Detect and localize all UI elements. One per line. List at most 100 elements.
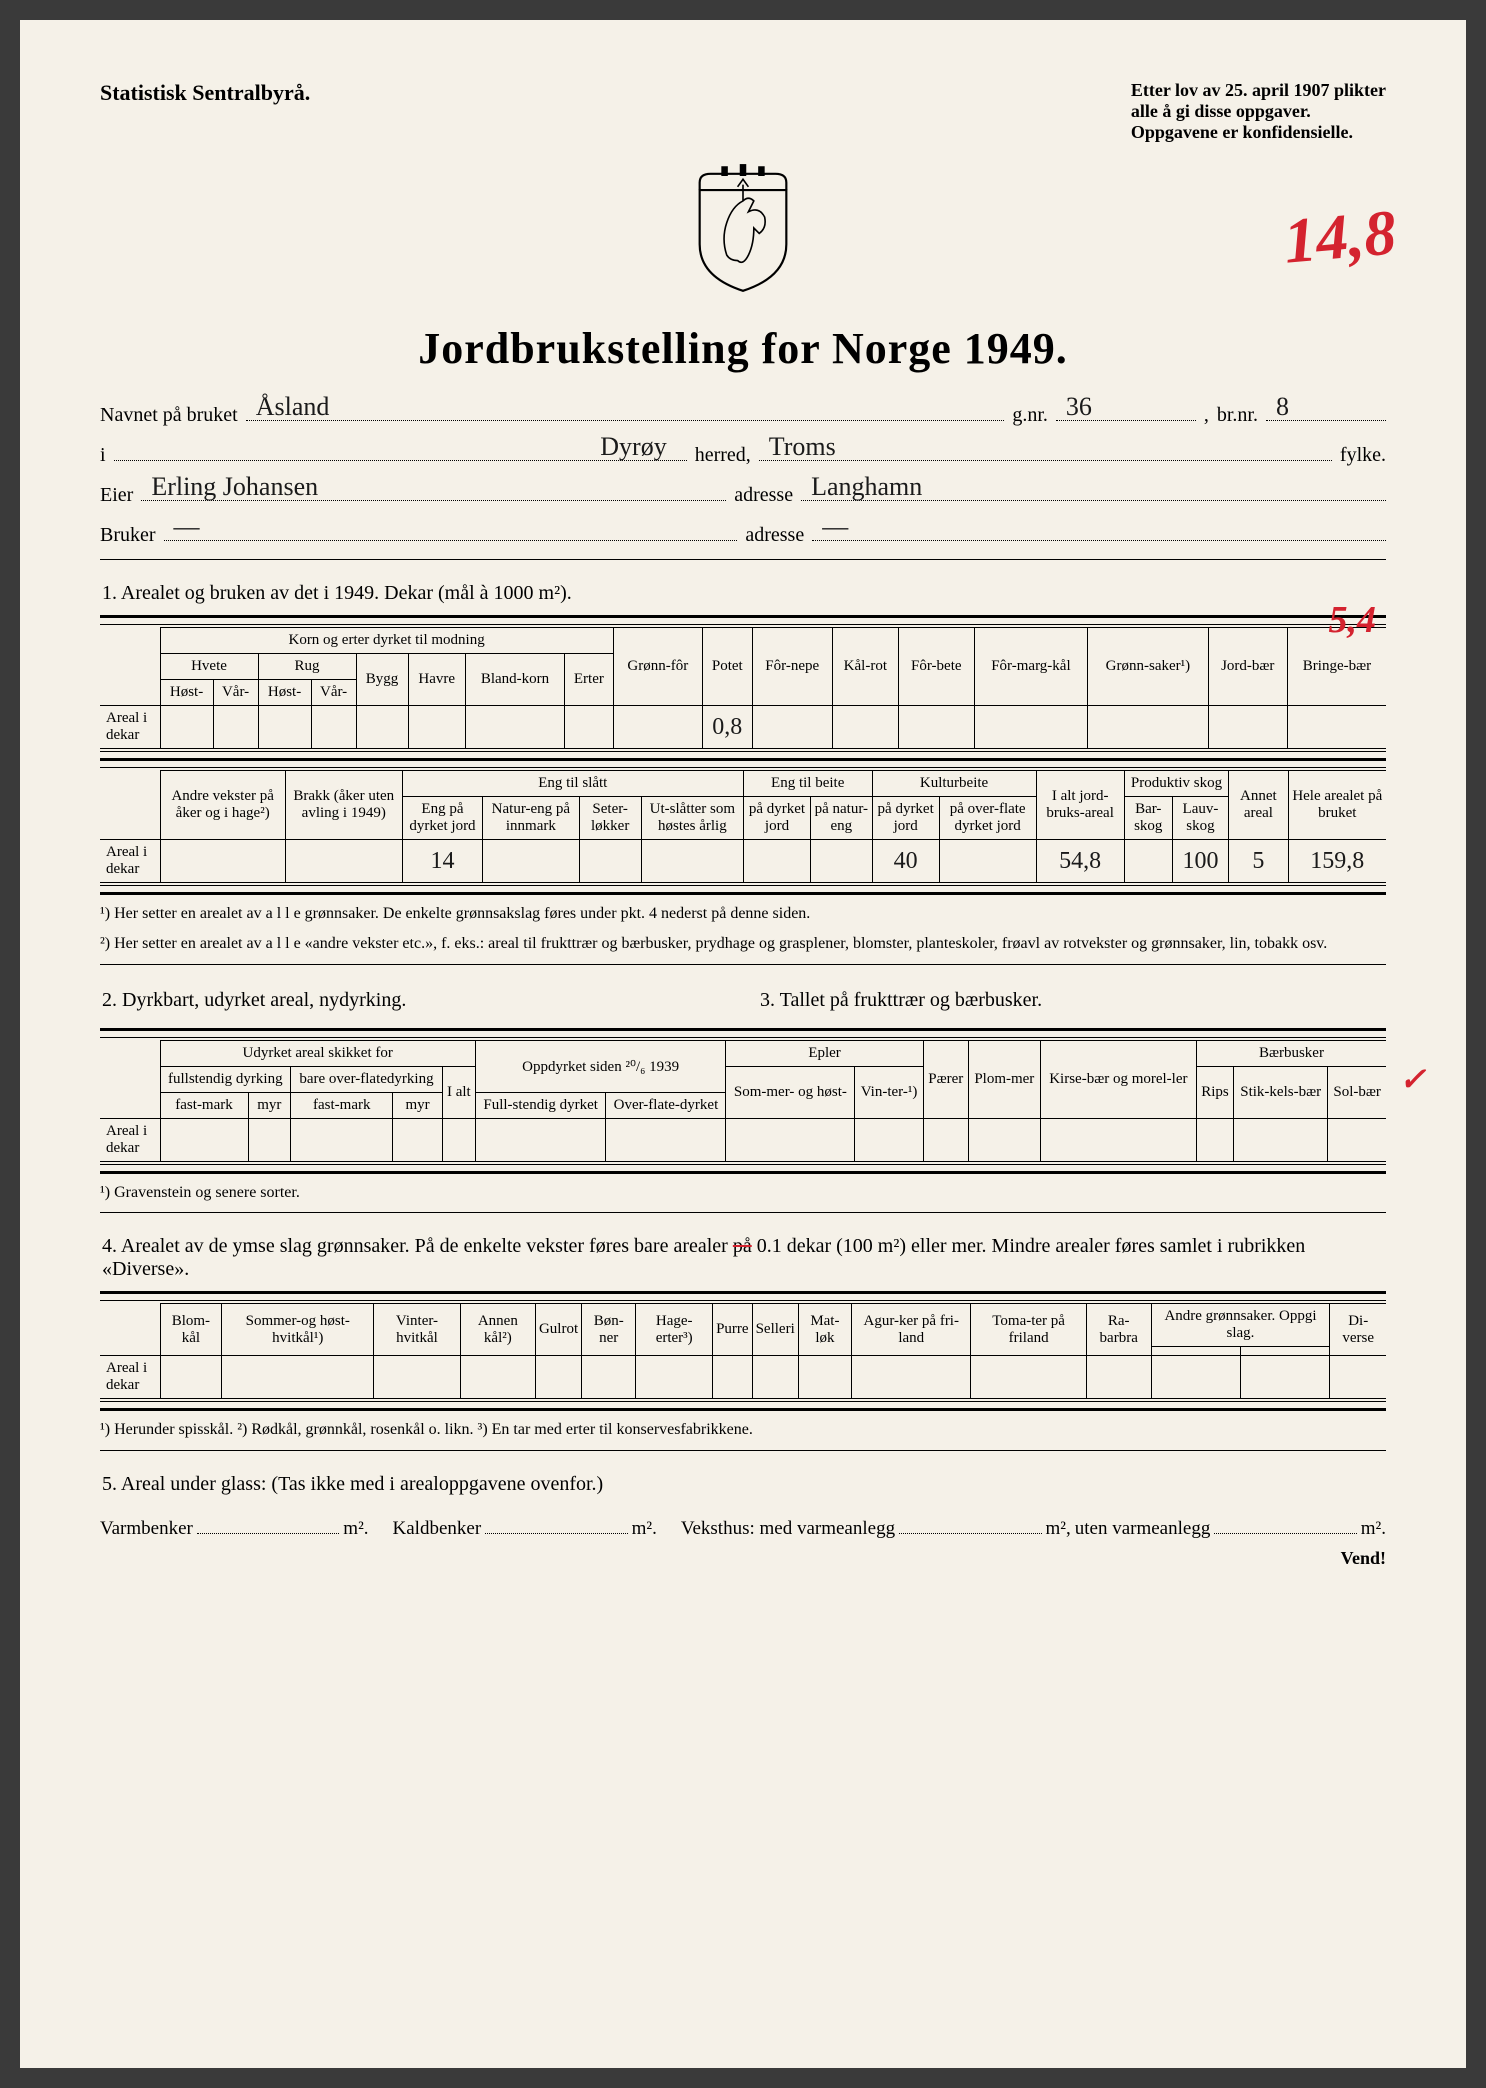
legal-1: Etter lov av 25. april 1907 plikter <box>1131 80 1386 101</box>
footnote-2: ¹) Gravenstein og senere sorter. <box>100 1182 1386 1204</box>
th-bygg: Bygg <box>356 654 408 706</box>
th-solbaer: Sol-bær <box>1328 1066 1386 1118</box>
cell-engdyrket: 14 <box>402 840 483 883</box>
th-barskog: Bar-skog <box>1124 797 1172 840</box>
th-host2: Høst- <box>258 680 311 706</box>
rowlabel-23: Areal i dekar <box>100 1118 160 1161</box>
m2-4: m². <box>1361 1518 1386 1540</box>
m2-3: m², <box>1046 1518 1071 1540</box>
th-hele: Hele arealet på bruket <box>1288 771 1386 840</box>
veksthus-med-field <box>899 1512 1041 1534</box>
th-fm1: fast-mark <box>160 1092 248 1118</box>
bruker-value: — <box>174 512 200 542</box>
th-stikkels: Stik-kels-bær <box>1233 1066 1327 1118</box>
th-engslaatt: Eng til slått <box>402 771 743 797</box>
th-panatur: på natur-eng <box>811 797 872 840</box>
th-udyrket: Udyrket areal skikket for <box>160 1040 475 1066</box>
section-2-head: 2. Dyrkbart, udyrket areal, nydyrking. <box>100 989 728 1012</box>
th-fullst2: Full-stendig dyrket <box>475 1092 606 1118</box>
th-hageerter: Hage-erter³) <box>636 1304 713 1356</box>
brnr-value: 8 <box>1276 392 1289 422</box>
th-havre: Havre <box>408 654 465 706</box>
th-diverse: Di-verse <box>1330 1304 1386 1356</box>
th-agurker: Agur-ker på fri-land <box>852 1304 971 1356</box>
th-lauvskog: Lauv-skog <box>1172 797 1228 840</box>
uten-label: uten varmeanlegg <box>1075 1518 1211 1540</box>
red-checkmark: ✓ <box>1399 1060 1426 1098</box>
th-forbete: Fôr-bete <box>898 628 974 706</box>
th-vaar2: Vår- <box>311 680 356 706</box>
th-andre-2 <box>1240 1347 1329 1356</box>
veksthus-uten-field <box>1214 1512 1356 1534</box>
navnet-field: Åsland <box>246 399 1005 421</box>
navnet-value: Åsland <box>256 392 330 422</box>
kald-label: Kaldbenker <box>393 1518 482 1540</box>
th-kalrot: Kål-rot <box>832 628 898 706</box>
th-gronnfor: Grønn-fôr <box>613 628 702 706</box>
table-4: Blom-kål Sommer-og høst-hvitkål¹) Vinter… <box>100 1303 1386 1399</box>
th-blandkorn: Bland-korn <box>465 654 564 706</box>
i-label: i <box>100 444 106 467</box>
th-gulrot: Gulrot <box>535 1304 581 1356</box>
th-purre: Purre <box>713 1304 753 1356</box>
th-rips: Rips <box>1196 1066 1233 1118</box>
line-herred: i Dyrøy herred, Troms fylke. <box>100 439 1386 467</box>
legal-note: Etter lov av 25. april 1907 plikter alle… <box>1131 80 1386 143</box>
m2-1: m². <box>343 1518 368 1540</box>
th-kirse: Kirse-bær og morel-ler <box>1040 1040 1196 1118</box>
bruker-field: — <box>164 519 738 541</box>
bruker-adresse-value: — <box>822 512 848 542</box>
section-3-head: 3. Tallet på frukttrær og bærbusker. <box>758 989 1386 1012</box>
eier-adresse-value: Langhamn <box>811 472 922 502</box>
bruker-label: Bruker <box>100 524 156 547</box>
s4-text-1: 4. Arealet av de ymse slag grønnsaker. P… <box>102 1235 733 1257</box>
th-vinterkal: Vinter-hvitkål <box>374 1304 460 1356</box>
th-baerbusker: Bærbusker <box>1196 1040 1386 1066</box>
navnet-label: Navnet på bruket <box>100 404 238 427</box>
th-rug: Rug <box>258 654 356 680</box>
th-gronnsaker: Grønn-saker¹) <box>1088 628 1208 706</box>
th-fullst: fullstendig dyrking <box>160 1066 291 1092</box>
th-korn: Korn og erter dyrket til modning <box>160 628 613 654</box>
eier-field: Erling Johansen <box>141 479 726 501</box>
herred-label: herred, <box>695 444 751 467</box>
line-glass: Varmbenker m². Kaldbenker m². Veksthus: … <box>100 1512 1386 1540</box>
th-overfl: Over-flate-dyrket <box>606 1092 726 1118</box>
th-oppdyrket: Oppdyrket siden ²⁰/₆ 1939 <box>475 1040 726 1092</box>
th-utslatter: Ut-slåtter som høstes årlig <box>641 797 743 840</box>
th-fm2: fast-mark <box>291 1092 393 1118</box>
th-padyrket: på dyrket jord <box>743 797 810 840</box>
th-kbdyrket: på dyrket jord <box>872 797 939 840</box>
th-ialt2: I alt <box>442 1066 475 1118</box>
th-host1: Høst- <box>160 680 213 706</box>
varm-field <box>197 1512 339 1534</box>
th-myr2: myr <box>393 1092 442 1118</box>
fylke-field: Troms <box>759 439 1332 461</box>
comma-1: , <box>1204 404 1209 427</box>
footnote-4: ¹) Herunder spisskål. ²) Rødkål, grønnkå… <box>100 1419 1386 1441</box>
eier-label: Eier <box>100 484 133 507</box>
red-annotation-148: 14,8 <box>1281 195 1399 278</box>
table-1b: Andre vekster på åker og i hage²) Brakk … <box>100 770 1386 883</box>
varm-label: Varmbenker <box>100 1518 193 1540</box>
th-tomater: Toma-ter på friland <box>971 1304 1086 1356</box>
th-selleri: Selleri <box>752 1304 798 1356</box>
eier-value: Erling Johansen <box>151 472 318 502</box>
th-bonner: Bøn-ner <box>582 1304 636 1356</box>
line-bruker: Bruker — adresse — <box>100 519 1386 547</box>
th-plommer: Plom-mer <box>968 1040 1040 1118</box>
section-2-3-head: 2. Dyrkbart, udyrket areal, nydyrking. 3… <box>100 967 1386 1022</box>
gnr-label: g.nr. <box>1012 404 1048 427</box>
m2-2: m². <box>632 1518 657 1540</box>
cell-kbdyrket: 40 <box>872 840 939 883</box>
th-sommer: Som-mer- og høst- <box>726 1066 855 1118</box>
eier-adresse-field: Langhamn <box>801 479 1386 501</box>
th-bareov: bare over-flatedyrking <box>291 1066 443 1092</box>
filler-th1: Vår- <box>213 680 258 706</box>
th-formargkal: Fôr-marg-kål <box>974 628 1088 706</box>
rowlabel-1b: Areal i dekar <box>100 840 160 883</box>
th-erter: Erter <box>565 654 614 706</box>
adresse-label-1: adresse <box>734 484 793 507</box>
gnr-field: 36 <box>1056 399 1196 421</box>
herred-field: Dyrøy <box>114 439 687 461</box>
